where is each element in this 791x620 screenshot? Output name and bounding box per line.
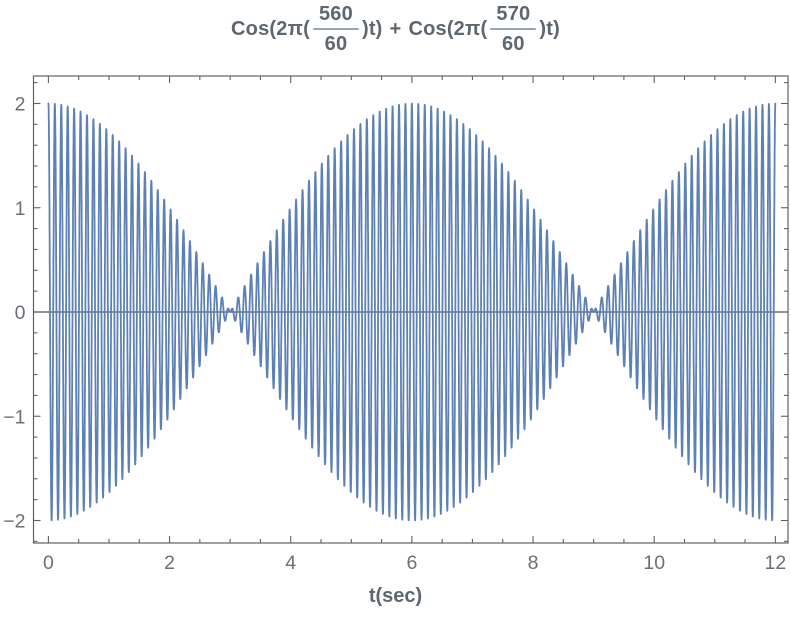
x-tick-label: 10 (643, 552, 665, 574)
x-tick-label: 8 (528, 552, 539, 574)
y-tick-label: −2 (3, 511, 25, 533)
title-cos-term-2-suffix: )t) (539, 17, 560, 40)
x-tick-label: 2 (164, 552, 175, 574)
plot-title-expression: Cos(2π( 560 60 )t) + Cos(2π( 570 60 )t) (231, 2, 560, 56)
plot-title: Cos(2π( 560 60 )t) + Cos(2π( 570 60 )t) (0, 2, 791, 56)
y-tick-label: 0 (15, 302, 26, 324)
fraction-570-over-60: 570 60 (490, 2, 537, 56)
fraction-numerator: 560 (318, 3, 353, 25)
title-cos-term-2-prefix: Cos(2π( (408, 17, 488, 40)
x-tick-label: 4 (285, 552, 296, 574)
x-tick-label: 12 (765, 552, 787, 574)
waveform-path (47, 102, 777, 522)
y-tick-label: 1 (15, 198, 26, 220)
x-axis-label: t(sec) (368, 585, 423, 607)
fraction-560-over-60: 560 60 (312, 2, 359, 56)
fraction-numerator: 570 (496, 3, 531, 25)
y-tick-label: 2 (15, 94, 26, 116)
x-tick-label: 6 (406, 552, 417, 574)
title-cos-term-1-prefix: Cos(2π( (231, 17, 310, 40)
title-cos-term-1-suffix: )t) (361, 17, 383, 40)
x-tick-label: 0 (43, 552, 54, 574)
y-tick-label: −1 (3, 406, 25, 428)
plot-frame (32, 75, 789, 544)
fraction-bar (490, 28, 537, 30)
fraction-bar (312, 28, 359, 30)
title-plus-sign: + (389, 17, 402, 40)
fraction-denominator: 60 (324, 33, 348, 55)
fraction-denominator: 60 (502, 33, 525, 55)
